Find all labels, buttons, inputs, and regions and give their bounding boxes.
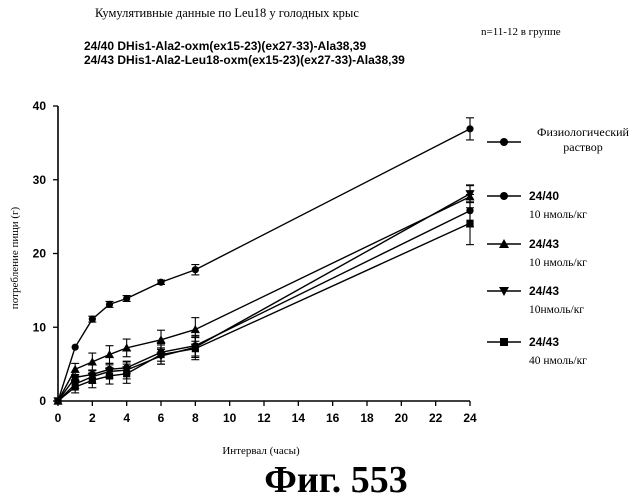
data-point	[106, 372, 113, 379]
data-point	[466, 220, 473, 227]
y-tick-label: 10	[33, 320, 47, 334]
series-line	[58, 211, 470, 401]
legend-label-line1: 24/43	[529, 237, 559, 251]
x-axis-label: Интервал (часы)	[222, 445, 300, 457]
legend-label-line1: 24/43	[529, 284, 559, 298]
x-tick-label: 16	[326, 411, 340, 425]
data-point	[500, 338, 508, 346]
plot-area	[53, 118, 474, 406]
legend-item-5: 24/43 40 нмоль/кг	[487, 335, 587, 367]
x-tick-label: 12	[257, 411, 271, 425]
legend-label-line2: 10 нмоль/кг	[529, 209, 587, 221]
data-point	[500, 138, 508, 146]
data-point	[192, 345, 199, 352]
figure-caption: Фиг. 553	[264, 459, 408, 500]
data-point	[191, 325, 200, 333]
data-point	[72, 344, 79, 351]
data-point	[123, 370, 130, 377]
x-tick-label: 6	[158, 411, 165, 425]
data-point	[54, 397, 61, 404]
data-point	[500, 192, 508, 200]
y-axis-label: потребление пищи (г)	[9, 206, 21, 309]
data-point	[192, 266, 199, 273]
legend-label-line1: 24/43	[529, 335, 559, 349]
series-4	[53, 185, 474, 406]
legend-label-line2: 40 нмоль/кг	[529, 355, 587, 367]
legend-item-2: 24/40 10 нмоль/кг	[487, 189, 587, 221]
legend-item-3: 24/43 10 нмоль/кг	[487, 237, 587, 269]
legend-label-line1: 24/40	[529, 189, 559, 203]
legend-item-4: 24/43 10нмоль/кг	[487, 284, 584, 316]
x-tick-label: 20	[395, 411, 409, 425]
legend: Физиологическийраствор24/4010 нмоль/кг24…	[487, 125, 630, 367]
x-tick-label: 24	[463, 411, 477, 425]
group-size-note: n=11-12 в группе	[481, 26, 561, 38]
series-line	[58, 129, 470, 401]
x-tick-label: 22	[429, 411, 443, 425]
y-tick-label: 20	[33, 247, 47, 261]
data-point	[71, 365, 80, 373]
x-tick-label: 18	[360, 411, 374, 425]
x-tick-label: 10	[223, 411, 237, 425]
x-tick-label: 2	[89, 411, 96, 425]
data-point	[157, 351, 164, 358]
legend-label-line2: 10 нмоль/кг	[529, 257, 587, 269]
legend-label-line1: Физиологический	[537, 125, 629, 139]
data-point	[89, 316, 96, 323]
x-tick-label: 8	[192, 411, 199, 425]
y-tick-label: 30	[33, 173, 47, 187]
y-tick-label: 40	[33, 99, 47, 113]
x-tick-label: 0	[55, 411, 62, 425]
data-point	[123, 295, 130, 302]
chart-title: Кумулятивные данные по Leu18 у голодных …	[95, 6, 359, 20]
series-line	[58, 194, 470, 401]
data-point	[466, 125, 473, 132]
data-point	[88, 357, 97, 365]
legend-item-1: Физиологическийраствор	[487, 125, 630, 154]
compound-description-1: 24/40 DHis1-Ala2-oxm(ex15-23)(ex27-33)-A…	[84, 39, 366, 53]
data-point	[157, 279, 164, 286]
data-point	[72, 383, 79, 390]
y-tick-label: 0	[39, 394, 46, 408]
series-5	[54, 202, 474, 405]
x-tick-label: 4	[123, 411, 130, 425]
compound-description-2: 24/43 DHis1-Ala2-Leu18-oxm(ex15-23)(ex27…	[84, 53, 405, 67]
legend-label-line2: раствор	[563, 140, 602, 154]
x-tick-label: 14	[292, 411, 306, 425]
series-3	[53, 186, 474, 405]
data-point	[89, 377, 96, 384]
data-point	[106, 301, 113, 308]
axes: 024681012141618202224010203040	[33, 99, 477, 425]
series-1	[54, 118, 474, 405]
legend-label-line2: 10нмоль/кг	[529, 304, 584, 316]
